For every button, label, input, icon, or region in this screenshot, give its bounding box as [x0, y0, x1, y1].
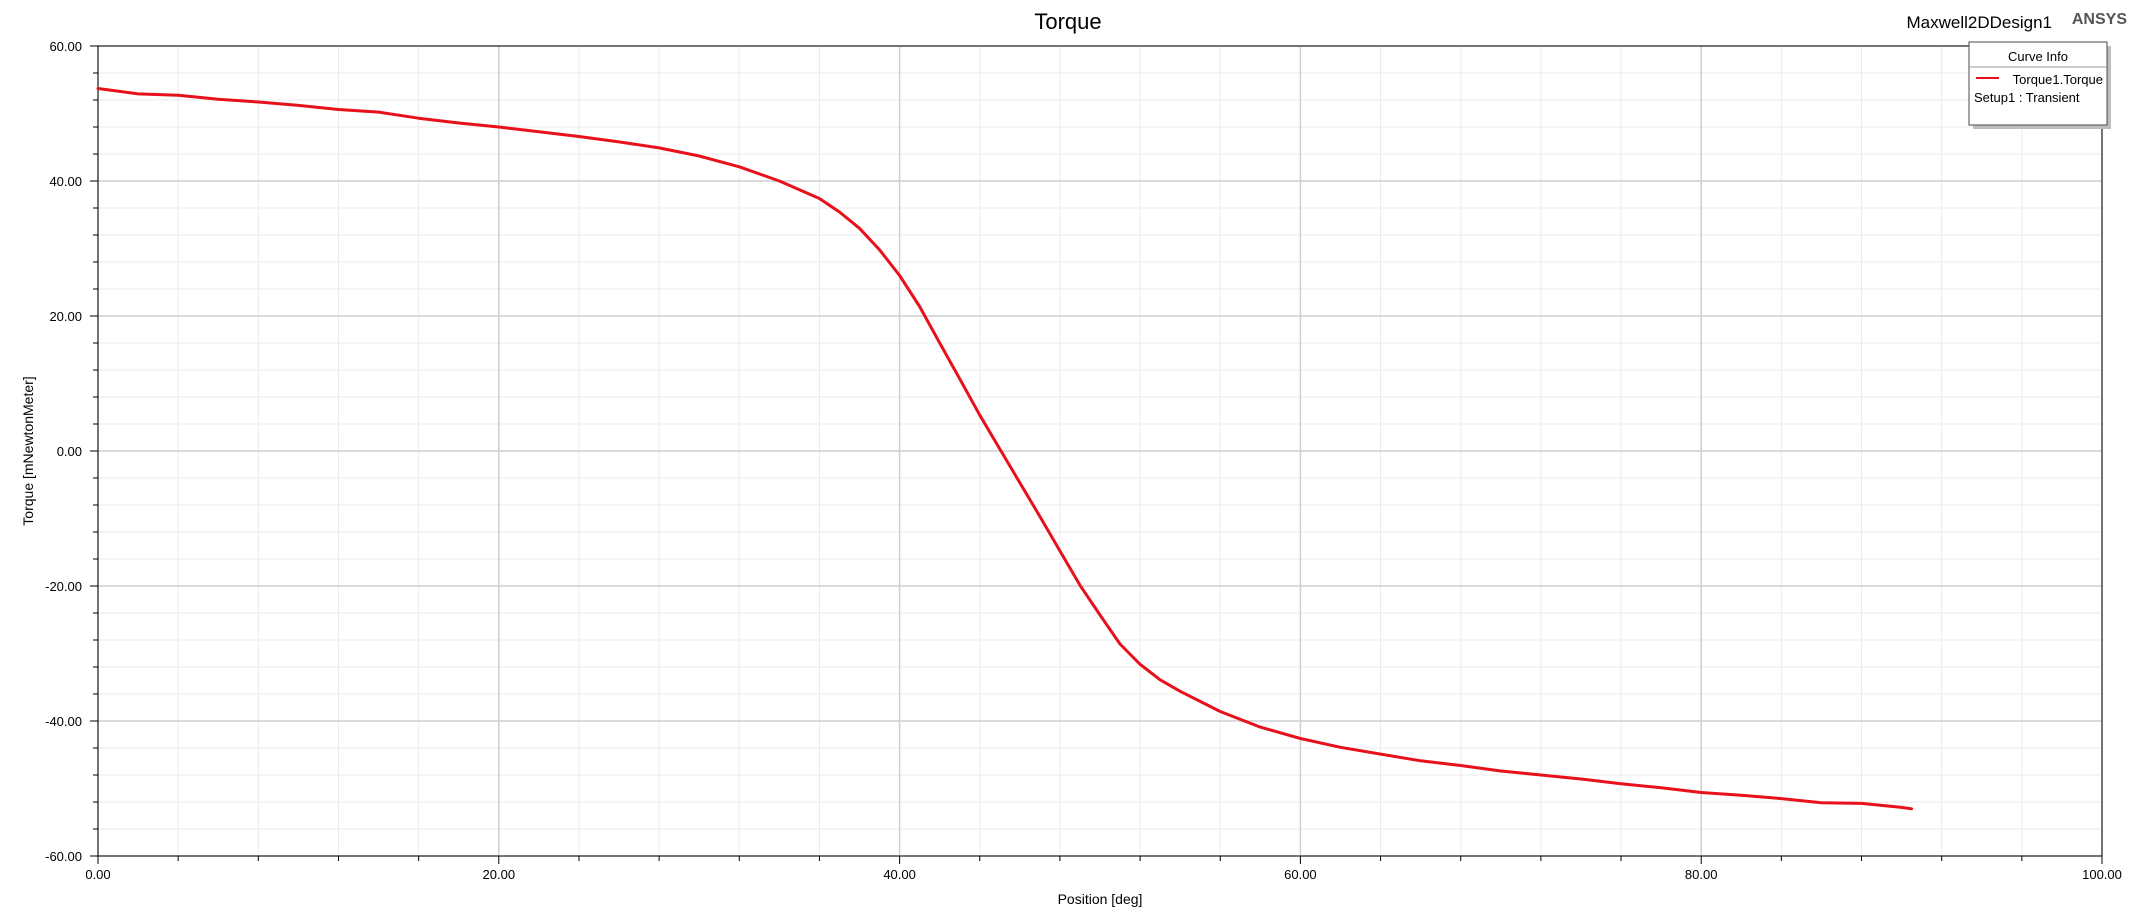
series-point	[1219, 710, 1222, 713]
series-point	[1900, 806, 1903, 809]
series-point	[1740, 794, 1743, 797]
series-point	[457, 122, 460, 124]
y-tick-label: 40.00	[49, 174, 82, 189]
series-point	[1039, 515, 1041, 518]
series-point	[999, 448, 1001, 450]
y-axis-tick-labels: 60.00 40.00 20.00 0.00 -20.00 -40.00 -60.00	[45, 39, 82, 864]
series-point	[738, 166, 741, 168]
y-tick-label: 60.00	[49, 39, 82, 54]
series-point	[1379, 753, 1382, 755]
series-point	[978, 414, 981, 417]
x-tick-label: 60.00	[1284, 867, 1317, 882]
series-point	[958, 377, 961, 380]
series-point	[878, 249, 881, 251]
legend-entry-name: Torque1.Torque	[2013, 72, 2103, 87]
series-point	[698, 155, 700, 157]
axis-ticks	[90, 45, 2103, 864]
series-point	[417, 117, 420, 120]
series-point	[1139, 663, 1141, 666]
series-point	[498, 126, 500, 128]
x-axis-label: Position [deg]	[1058, 891, 1143, 907]
series-point	[1079, 584, 1081, 587]
series-point	[1179, 690, 1181, 693]
series-point	[838, 211, 841, 213]
series-point	[1299, 737, 1302, 740]
series-point	[1019, 481, 1021, 484]
series-point	[578, 135, 580, 138]
x-tick-label: 20.00	[483, 867, 516, 882]
series-point	[257, 101, 260, 103]
series-point	[1700, 791, 1702, 794]
y-axis-label: Torque [mNewtonMeter]	[20, 376, 36, 525]
legend-title: Curve Info	[2008, 49, 2068, 64]
series-point	[1620, 782, 1622, 785]
x-tick-label: 0.00	[85, 867, 110, 882]
series-point	[1099, 614, 1101, 616]
series-point	[337, 108, 340, 111]
series-point	[1339, 746, 1342, 749]
y-tick-label: -40.00	[45, 714, 82, 729]
legend-entry-detail: Setup1 : Transient	[1974, 90, 2080, 105]
x-tick-label: 80.00	[1685, 867, 1718, 882]
series-point	[778, 180, 781, 182]
series-point	[97, 87, 99, 90]
chart-title: Torque	[1034, 9, 1101, 34]
series-point	[217, 98, 220, 101]
series-point	[1860, 802, 1863, 805]
series-point	[1459, 764, 1462, 767]
series-point	[1259, 726, 1262, 728]
series-point	[918, 305, 921, 308]
y-tick-label: -20.00	[45, 579, 82, 594]
x-tick-label: 100.00	[2082, 867, 2122, 882]
y-tick-label: 0.00	[57, 444, 82, 459]
series-point	[1059, 550, 1061, 552]
series-point	[377, 111, 380, 113]
y-tick-label: 20.00	[49, 309, 82, 324]
series-point	[898, 274, 901, 277]
x-tick-label: 40.00	[883, 867, 916, 882]
series-point	[818, 197, 821, 200]
series-point	[1119, 643, 1121, 645]
series-line-torque	[96, 87, 1914, 811]
legend[interactable]: Curve Info Torque1.Torque Setup1 : Trans…	[1968, 41, 2111, 129]
series-point	[1820, 801, 1823, 804]
series-point	[858, 227, 861, 230]
series-point	[137, 93, 139, 95]
series-layer	[96, 87, 1914, 811]
series-point	[658, 147, 660, 149]
series-point	[618, 141, 620, 143]
series-point	[177, 94, 179, 97]
series-point	[1660, 787, 1662, 789]
series-point	[1780, 797, 1783, 800]
y-tick-label: -60.00	[45, 849, 82, 864]
x-axis-tick-labels: 0.00 20.00 40.00 60.00 80.00 100.00	[85, 867, 2122, 882]
series-point	[1580, 778, 1582, 780]
series-point	[1500, 770, 1502, 772]
series-point	[1159, 679, 1161, 681]
series-point	[1910, 807, 1913, 810]
series-point	[1419, 760, 1422, 762]
ansys-logo: ANSYS	[2072, 11, 2127, 28]
series-point	[1540, 774, 1542, 776]
series-point	[938, 342, 941, 344]
series-point	[538, 130, 540, 133]
series-point	[297, 104, 300, 107]
design-name: Maxwell2DDesign1	[1906, 13, 2052, 32]
